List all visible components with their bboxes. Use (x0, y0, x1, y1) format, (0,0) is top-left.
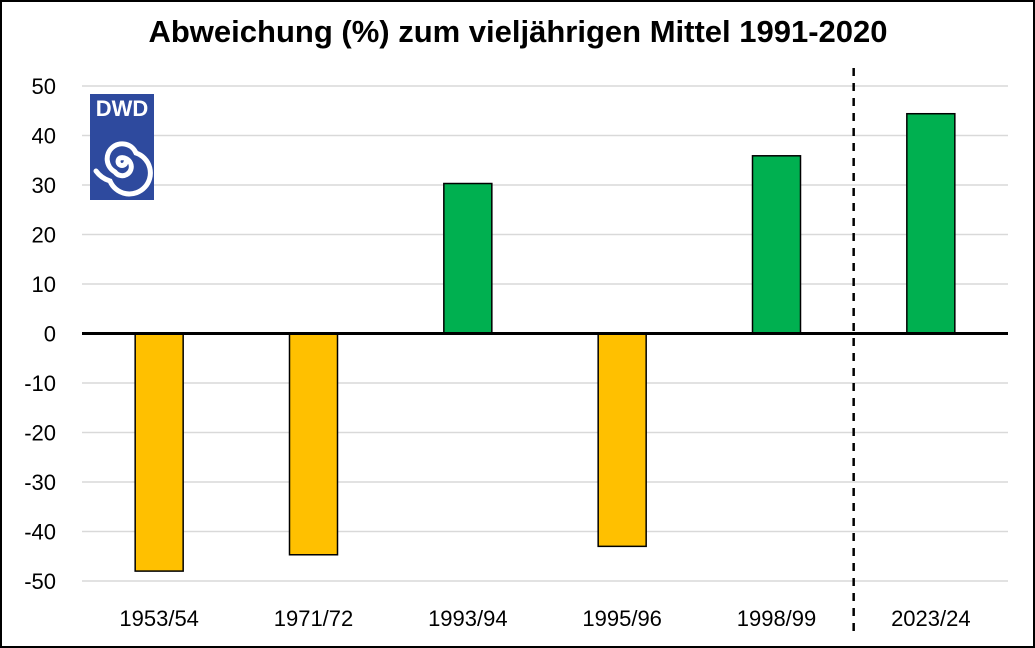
bars (134, 112, 956, 572)
bar-1953-54 (134, 332, 184, 572)
bar-1995-96 (597, 332, 647, 548)
chart-title: Abweichung (%) zum vieljährigen Mittel 1… (148, 14, 887, 49)
y-tick-label: 0 (44, 322, 56, 347)
y-tick-label: -10 (24, 371, 56, 396)
x-tick-label: 1971/72 (274, 606, 354, 631)
dwd-logo: DWD (90, 94, 154, 200)
x-tick-label: 1998/99 (737, 606, 817, 631)
x-tick-label: 1993/94 (428, 606, 508, 631)
y-axis-tick-labels: 50 40 30 20 10 0 -10 -20 -30 -40 -50 (24, 74, 56, 594)
y-tick-label: 50 (32, 74, 56, 99)
y-tick-label: 30 (32, 173, 56, 198)
x-tick-label: 1995/96 (582, 606, 662, 631)
bar-2023-24 (906, 112, 956, 335)
y-tick-label: -40 (24, 520, 56, 545)
y-tick-label: -30 (24, 470, 56, 495)
y-tick-label: 40 (32, 124, 56, 149)
y-tick-label: -20 (24, 421, 56, 446)
x-tick-label: 2023/24 (891, 606, 971, 631)
dwd-logo-text: DWD (96, 96, 149, 121)
y-tick-label: 10 (32, 272, 56, 297)
x-tick-label: 1953/54 (119, 606, 199, 631)
bar-1971-72 (288, 332, 339, 556)
y-tick-label: 20 (32, 223, 56, 248)
x-axis-tick-labels: 1953/54 1971/72 1993/94 1995/96 1998/99 2023/… (119, 606, 970, 631)
bar-1998-99 (751, 155, 802, 335)
bar-1993-94 (443, 182, 493, 335)
dwd-spiral-logo-icon (93, 141, 153, 197)
y-tick-label: -50 (24, 569, 56, 594)
dwd-logo-background (90, 94, 154, 200)
